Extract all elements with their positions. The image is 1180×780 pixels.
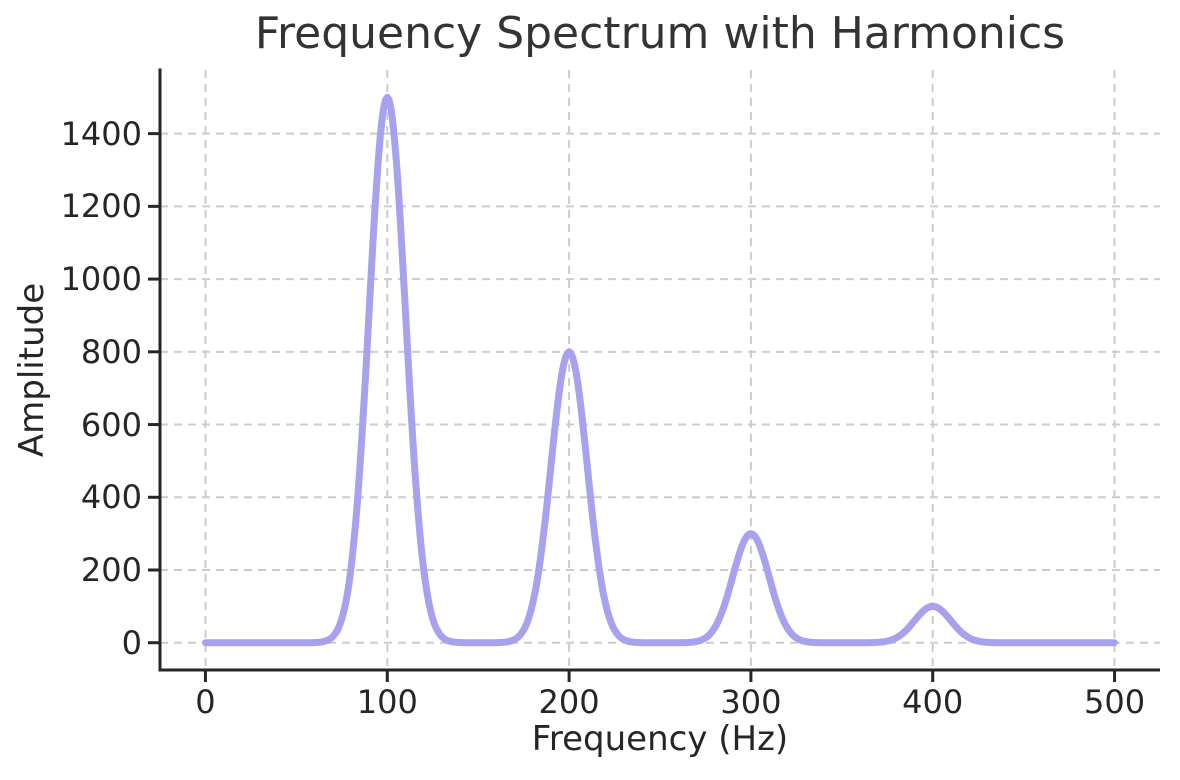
y-tick-label: 200 bbox=[80, 551, 142, 589]
x-tick-label: 500 bbox=[1083, 683, 1146, 721]
x-tick-label: 100 bbox=[356, 683, 418, 721]
x-tick-label: 400 bbox=[902, 683, 964, 721]
x-axis-label: Frequency (Hz) bbox=[531, 719, 789, 759]
chart-title: Frequency Spectrum with Harmonics bbox=[254, 8, 1066, 59]
y-tick-label: 1400 bbox=[60, 114, 142, 153]
y-tick-label: 1200 bbox=[60, 187, 142, 226]
spectrum-line bbox=[202, 93, 1118, 647]
x-tick-label: 0 bbox=[195, 683, 216, 721]
y-tick-label: 400 bbox=[80, 478, 142, 517]
y-tick-label: 0 bbox=[121, 623, 142, 662]
y-tick-label: 800 bbox=[80, 332, 142, 371]
y-tick-label: 600 bbox=[80, 405, 142, 444]
y-tick-label: 1000 bbox=[60, 260, 142, 299]
x-tick-label: 200 bbox=[538, 683, 600, 721]
x-tick-label: 300 bbox=[720, 683, 782, 721]
